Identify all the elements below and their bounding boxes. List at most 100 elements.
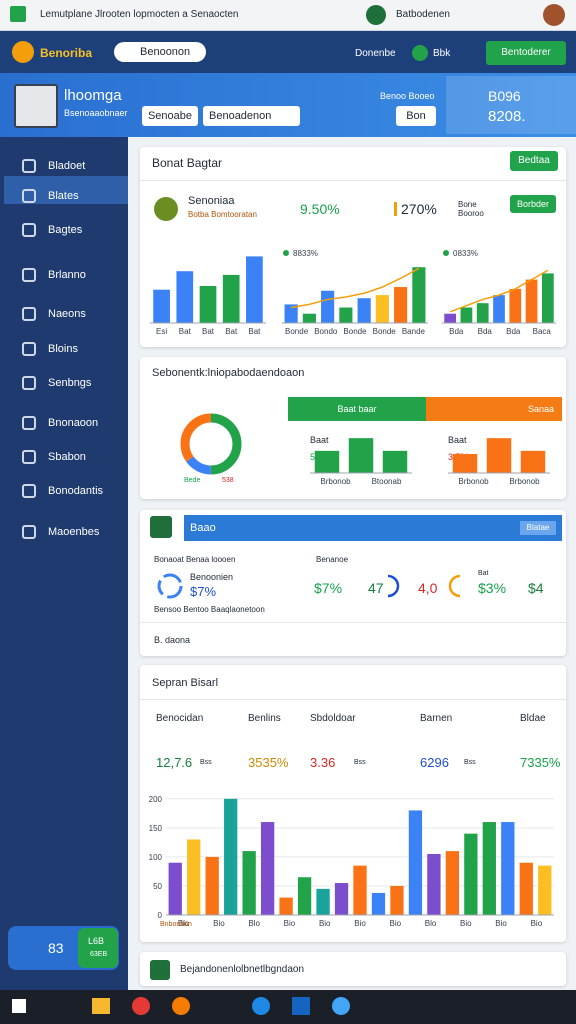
item: Benoonien (190, 572, 234, 582)
x-tick-label: Bio (213, 919, 225, 928)
column-head: Benlins (248, 713, 281, 724)
header-button[interactable]: Bentoderer (486, 41, 566, 65)
bar-header: Baat baar (288, 397, 426, 421)
bar-chart: Brbonob Btoonab (310, 438, 412, 486)
x-tick-label: Bio (354, 919, 366, 928)
card: Bejandonenlolbnetlbgndaon (140, 952, 566, 986)
sidebar-icon (22, 525, 36, 539)
widget-label: L6B (88, 936, 105, 946)
footer: Bnbonbon (160, 921, 192, 928)
metric-sub: Bss (200, 759, 212, 766)
search[interactable]: Benoonon (114, 42, 206, 62)
x-tick-label: Bonde (373, 327, 397, 336)
input[interactable]: Senoabe (142, 106, 198, 126)
x-tick-label: Bio (460, 919, 472, 928)
metric: 3535% (248, 755, 289, 770)
tab-icon (10, 6, 26, 22)
x-tick-label: Bat (225, 327, 238, 336)
card-button[interactable]: Bedtaa (510, 151, 558, 171)
metric: 3.36 (310, 755, 336, 770)
sidebar-icon (22, 416, 36, 430)
card-title[interactable]: Sepran Bisarl (152, 677, 219, 689)
app-icon[interactable] (252, 997, 270, 1015)
sidebar-item[interactable]: Bnonaoon (48, 417, 99, 429)
bar (464, 833, 478, 915)
app-icon[interactable] (132, 997, 150, 1015)
bar (460, 307, 473, 323)
banner-button[interactable]: Bon (396, 106, 436, 126)
small-label: Bat (478, 570, 489, 577)
banner-logo (14, 84, 58, 128)
avatar[interactable] (543, 4, 565, 26)
donut-label: Bede (184, 477, 201, 484)
bar (246, 256, 263, 323)
sidebar-item[interactable]: Senbngs (48, 377, 92, 389)
profile-icon[interactable] (366, 5, 386, 25)
bar-chart: Esi Bat Bat Bat Bat (150, 256, 266, 336)
card-title[interactable]: Bonat Bagtar (152, 156, 223, 170)
gauge (448, 574, 461, 598)
divider (140, 180, 566, 181)
sidebar-item[interactable]: Naeons (48, 308, 86, 320)
bar (501, 822, 515, 915)
app-icon[interactable] (332, 997, 350, 1015)
card-title[interactable]: Bejandonenlolbnetlbgndaon (180, 964, 305, 975)
badge: Bbk (433, 48, 451, 59)
link[interactable]: B. daona (154, 635, 191, 645)
widget-label: 63EB (90, 951, 108, 958)
widget-badge (78, 928, 118, 968)
bar (224, 798, 238, 915)
bar (348, 438, 374, 473)
profile-icon (154, 197, 178, 221)
footer: Bensoo Bentoo Baaqlaonetoon (154, 605, 265, 614)
y-tick-label: 100 (149, 853, 163, 862)
x-tick-label: Bio (319, 919, 331, 928)
app-icon[interactable] (292, 997, 310, 1015)
x-tick-label: Bat (248, 327, 261, 336)
sidebar-item[interactable]: Brlanno (48, 269, 86, 281)
y-tick-label: 50 (153, 882, 162, 891)
stat: $4 (528, 580, 544, 596)
sidebar-item[interactable]: Blates (48, 190, 79, 202)
x-tick-label: Blo (248, 919, 260, 928)
app-icon[interactable] (92, 998, 110, 1014)
divider (140, 622, 566, 623)
input[interactable]: Benoadenon (203, 106, 300, 126)
sidebar-item[interactable]: Bagtes (48, 224, 83, 236)
banner-title: lhoomga (64, 87, 122, 104)
sidebar-item[interactable]: Maoenbes (48, 526, 100, 538)
sidebar-item[interactable]: Bonodantis (48, 485, 104, 497)
card-title: Sebonentk:lniopabodaendoaon (152, 367, 305, 379)
legend-label: 0833% (453, 249, 478, 258)
card-button[interactable]: Blatae (520, 521, 556, 535)
start-button[interactable] (12, 999, 26, 1013)
card: Sebonentk:lniopabodaendoaon Bede 538 Baa… (140, 357, 566, 499)
header-link[interactable]: Donenbe (355, 48, 396, 59)
bar (187, 839, 201, 915)
card: Baao Blatae Bonaoat Benaa loooen Benanoe… (140, 510, 566, 656)
y-tick-label: 0 (158, 911, 163, 920)
bar (153, 289, 170, 323)
browser-bar (0, 0, 576, 31)
banner (0, 73, 576, 137)
legend-dot (283, 250, 289, 256)
sidebar-item[interactable]: Bloins (48, 343, 78, 355)
trend-line (290, 267, 420, 309)
profile-name[interactable]: Batbodenen (396, 9, 450, 20)
bar (538, 865, 552, 915)
bar-chart: 8833% Bonde Bondo Bonde Bonde Bande (282, 249, 428, 336)
sidebar-icon (22, 307, 36, 321)
card-button[interactable]: Borbder (510, 195, 556, 213)
label: Baat (448, 435, 467, 445)
x-tick-label: Blo (178, 919, 190, 928)
sidebar-item[interactable]: Sbabon (48, 451, 86, 463)
card-icon (150, 516, 172, 538)
bar (176, 271, 194, 323)
bar-header: Sanaa (426, 397, 562, 421)
donut-chart (180, 413, 242, 475)
metric: 6296 (420, 755, 449, 770)
app-icon[interactable] (172, 997, 190, 1015)
sidebar-item[interactable]: Bladoet (48, 160, 86, 172)
tab-title: Lemutplane Jlrooten lopmocten a Senaocte… (40, 9, 239, 20)
